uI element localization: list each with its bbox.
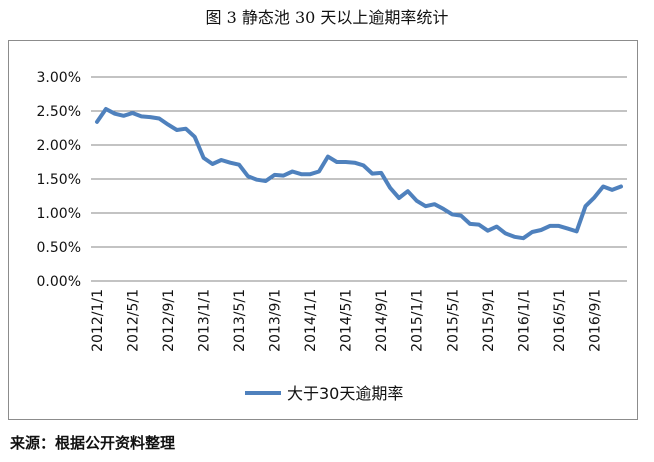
data-point [415,199,418,202]
data-point [344,160,347,164]
data-point [530,230,534,234]
data-point [300,173,303,176]
data-point [140,115,143,118]
data-point [131,111,134,115]
data-point [539,228,543,232]
source-note: 来源：根据公开资料整理 [10,434,176,452]
data-point [282,174,285,177]
data-point [157,117,161,120]
data-point [175,128,179,132]
x-tick-label: 2013/5/1 [232,289,248,352]
x-tick-label: 2012/1/1 [90,289,106,352]
data-point [149,115,152,119]
data-point [353,161,356,164]
data-point [335,160,338,164]
x-tick-label: 2015/9/1 [481,289,497,352]
data-point [424,205,427,208]
line-chart: 0.00% 0.50% 1.00% 1.50% 2.00% 2.50% 3.00% 2012/… [37,70,627,403]
data-point [486,229,489,232]
data-point [362,164,365,167]
data-point [193,135,196,139]
x-tick-label: 2015/1/1 [410,289,426,352]
data-point [113,112,116,115]
figure-title: 图 3 静态池 30 天以上逾期率统计 [205,8,449,27]
data-point [184,127,188,130]
data-point [291,170,294,173]
x-tick-label: 2016/1/1 [516,289,532,352]
data-point [619,185,623,188]
data-point [202,156,205,160]
data-point [602,185,605,188]
data-point [104,107,108,111]
data-point [397,196,401,200]
data-point [451,213,454,216]
data-point [95,120,99,124]
data-point [495,225,498,228]
data-point [433,202,436,206]
x-tick-label: 2014/5/1 [339,289,355,352]
x-tick-label: 2012/5/1 [126,289,142,352]
data-point [122,114,125,117]
data-point [610,188,614,192]
x-tick-label: 2013/1/1 [197,289,213,352]
data-point [459,214,463,217]
data-point [575,230,578,233]
data-point [211,162,214,166]
y-tick-label: 3.00% [37,70,81,86]
data-point [566,227,569,230]
data-point [308,173,312,176]
data-point [237,163,241,166]
data-point [255,178,259,181]
data-point [406,190,410,193]
y-tick-label: 0.00% [37,274,81,290]
data-point [273,173,276,177]
data-point [166,123,170,126]
data-point [220,158,223,162]
data-point [442,207,445,211]
data-point [513,235,516,238]
series-line [95,107,623,241]
data-point [548,224,552,228]
data-point [317,170,321,173]
data-point [468,222,472,226]
y-tick-label: 2.00% [37,138,81,154]
y-tick-label: 1.00% [37,206,81,222]
x-tick-label: 2014/1/1 [303,289,319,352]
x-tick-label: 2013/9/1 [268,289,284,352]
x-tick-label: 2016/5/1 [552,289,568,352]
data-point [264,179,267,183]
x-tick-label: 2015/5/1 [445,289,461,352]
x-tick-label: 2012/9/1 [161,289,177,352]
data-point [477,223,481,226]
data-point [326,155,330,158]
data-point [380,171,383,175]
data-point [388,186,392,190]
x-tick-label: 2014/9/1 [374,289,390,352]
data-point [229,161,232,164]
data-point [593,196,596,199]
y-tick-label: 1.50% [37,172,81,188]
data-point [371,172,374,175]
data-point [522,236,525,240]
data-point [504,232,507,235]
chart-frame: 0.00% 0.50% 1.00% 1.50% 2.00% 2.50% 3.00% 2012/… [8,40,638,420]
y-tick-label: 2.50% [37,104,81,120]
x-tick-label: 2016/9/1 [587,289,603,352]
data-point [557,224,561,228]
data-point [584,205,587,208]
data-point [246,175,250,178]
legend-label: 大于30天逾期率 [287,384,403,403]
y-tick-label: 0.50% [37,240,81,256]
